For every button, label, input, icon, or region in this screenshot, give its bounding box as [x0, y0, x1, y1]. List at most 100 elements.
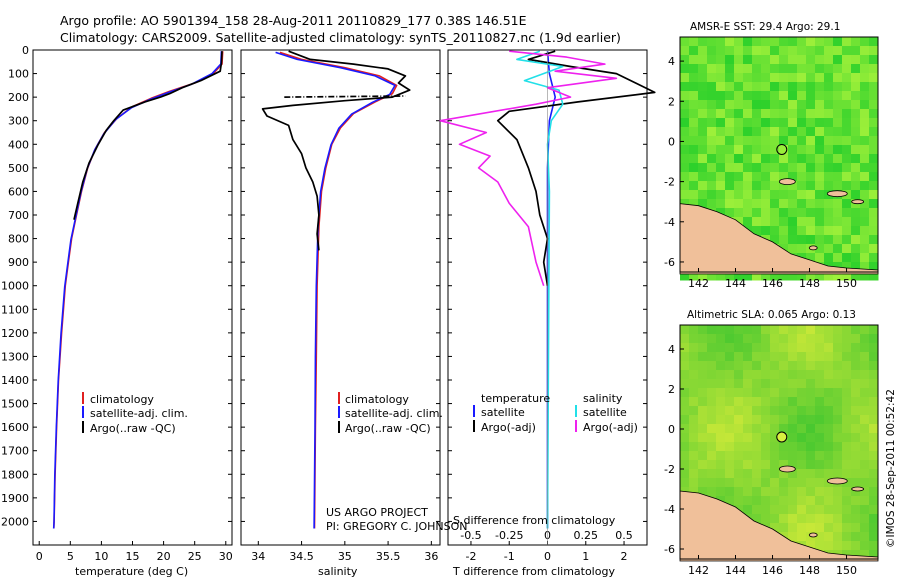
series-line-s-satellite	[516, 50, 564, 529]
map-cell	[743, 109, 753, 119]
map-cell	[788, 352, 798, 362]
map-cell	[788, 334, 798, 344]
map-cell	[761, 109, 771, 119]
x-tick-label: 30	[219, 550, 233, 563]
map-cell	[788, 181, 798, 191]
map-cell	[860, 487, 870, 497]
temperature-panel	[32, 49, 233, 546]
map-cell	[716, 487, 726, 497]
map-cell	[680, 379, 690, 389]
map-cell	[842, 37, 852, 47]
map-cell	[770, 217, 780, 227]
map-cell	[761, 370, 771, 380]
map-cell	[815, 496, 825, 506]
map-cell	[761, 442, 771, 452]
map-cell	[680, 199, 690, 209]
map-cell	[806, 82, 816, 92]
map-cell	[851, 64, 861, 74]
map-cell	[743, 379, 753, 389]
map-cell	[815, 487, 825, 497]
map-cell	[779, 478, 789, 488]
map-cell	[797, 73, 807, 83]
map-cell	[680, 478, 690, 488]
map-cell	[851, 487, 861, 497]
map-cell	[851, 208, 861, 218]
map-cell	[698, 82, 708, 92]
map-x-tick-label: 146	[762, 277, 783, 290]
legend-heading-temperature: temperature	[481, 392, 550, 405]
map-cell	[725, 388, 735, 398]
map-cell	[806, 469, 816, 479]
map-cell	[680, 145, 690, 155]
map-cell	[833, 541, 843, 551]
map-cell	[779, 415, 789, 425]
map-cell	[815, 172, 825, 182]
map-cell	[707, 127, 717, 137]
map-cell	[761, 91, 771, 101]
map-cell	[842, 199, 852, 209]
map-cell	[824, 109, 834, 119]
map-cell	[680, 82, 690, 92]
map-cell	[806, 145, 816, 155]
map-cell	[824, 91, 834, 101]
map-cell	[815, 55, 825, 65]
map-cell	[716, 91, 726, 101]
map-cell	[779, 271, 789, 281]
map-cell	[680, 136, 690, 146]
map-cell	[743, 352, 753, 362]
map-y-tick-label: -6	[664, 543, 675, 556]
map-cell	[851, 361, 861, 371]
map-cell	[815, 208, 825, 218]
map-cell	[725, 172, 735, 182]
map-cell	[779, 352, 789, 362]
map-cell	[743, 388, 753, 398]
map-cell	[707, 460, 717, 470]
map-cell	[788, 244, 798, 254]
map-cell	[842, 100, 852, 110]
figure-title-line1: Argo profile: AO 5901394_158 28-Aug-2011…	[60, 13, 527, 28]
map-cell	[743, 127, 753, 137]
map-cell	[851, 397, 861, 407]
map-cell	[851, 532, 861, 542]
map-cell	[743, 100, 753, 110]
map-cell	[698, 352, 708, 362]
map-cell	[824, 181, 834, 191]
map-cell	[833, 109, 843, 119]
map-cell	[851, 271, 861, 281]
map-cell	[725, 208, 735, 218]
map-cell	[707, 397, 717, 407]
map-cell	[860, 253, 870, 263]
map-cell	[842, 235, 852, 245]
map-cell	[860, 136, 870, 146]
map-cell	[752, 100, 762, 110]
map-cell	[761, 136, 771, 146]
map-cell	[788, 505, 798, 515]
map-cell	[824, 73, 834, 83]
amsre-map-axes: 142 144 146 148 150 4 2 0 -2 -4 -6	[664, 55, 857, 290]
map-cell	[734, 343, 744, 353]
map-cell	[752, 145, 762, 155]
map-cell	[698, 190, 708, 200]
map-cell	[761, 325, 771, 335]
map-cell	[788, 379, 798, 389]
map-cell	[824, 127, 834, 137]
map-cell	[806, 190, 816, 200]
map-cell	[761, 334, 771, 344]
map-cell	[734, 100, 744, 110]
map-cell	[725, 334, 735, 344]
map-cell	[842, 271, 852, 281]
map-cell	[833, 91, 843, 101]
map-cell	[752, 388, 762, 398]
map-cell	[770, 73, 780, 83]
map-cell	[707, 91, 717, 101]
map-cell	[788, 37, 798, 47]
map-cell	[797, 37, 807, 47]
map-cell	[797, 226, 807, 236]
map-cell	[842, 82, 852, 92]
map-cell	[806, 505, 816, 515]
map-cell	[806, 253, 816, 263]
map-cell	[788, 442, 798, 452]
map-cell	[860, 334, 870, 344]
map-cell	[779, 406, 789, 416]
